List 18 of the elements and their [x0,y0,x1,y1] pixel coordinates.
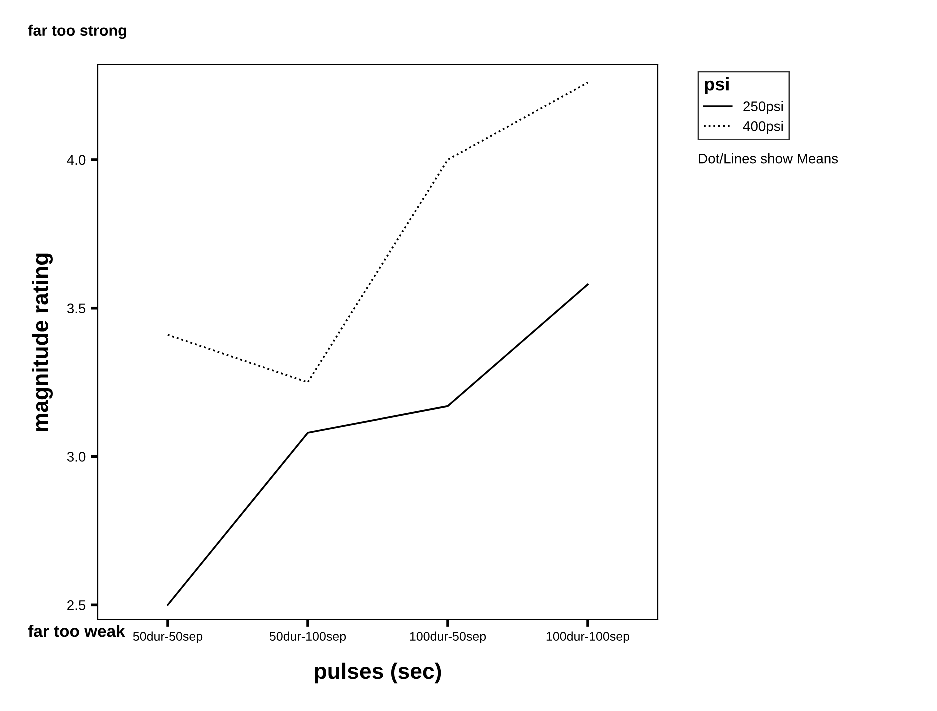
x-axis-title: pulses (sec) [315,662,442,684]
x-tick-label: 100dur-50sep [410,632,486,644]
x-tick-label: 50dur-100sep [270,632,346,644]
text: far too weak [28,625,126,638]
y-tick-label: 3.5 [67,304,86,314]
legend-label: 250psi [744,101,783,114]
y-tick-label: 3.0 [67,452,86,462]
line-series [167,82,589,384]
legend-title: psi [705,78,729,94]
text: Dot/Lines show Means [699,154,838,164]
y-tick-label: 4.0 [67,155,86,166]
line-series [167,284,589,606]
x-tick-label: 50dur-50sep [133,632,203,644]
y-tick-label: 2.5 [68,600,86,610]
text: far too strong [28,24,126,40]
x-tick-label: 100dur-100sep [546,632,630,644]
y-axis-title: magnitude rating [32,254,53,432]
legend-label: 400psi [743,121,783,134]
